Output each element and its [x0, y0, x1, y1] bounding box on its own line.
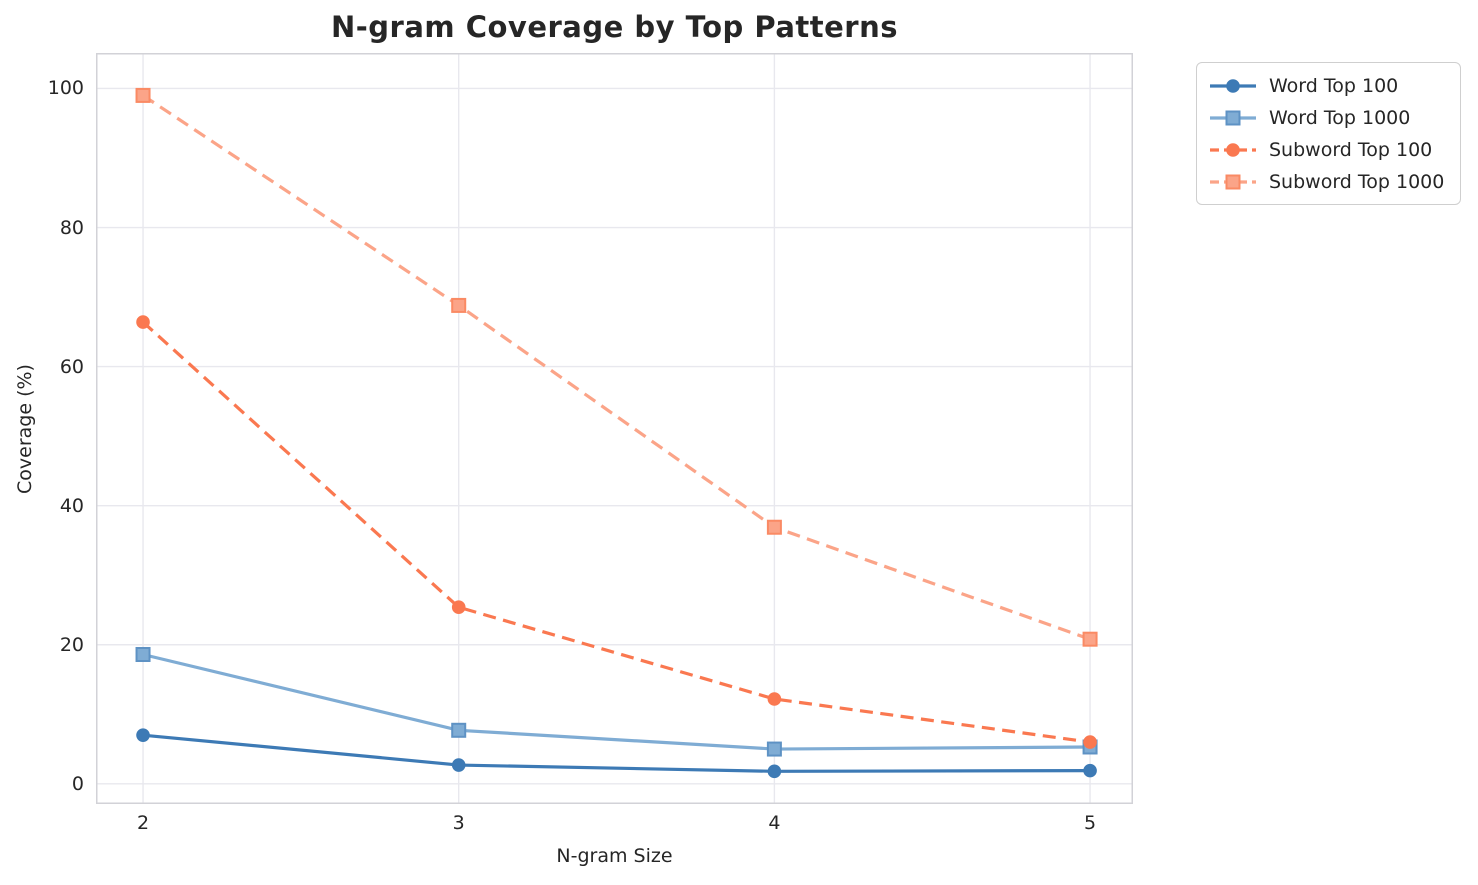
x-tick-label: 5 — [1084, 812, 1097, 834]
legend-label: Subword Top 100 — [1269, 138, 1433, 161]
legend: Word Top 100 Word Top 1000 Subword Top 100… — [1196, 62, 1462, 205]
data-point-marker — [136, 728, 150, 742]
legend-item-1: Word Top 1000 — [1209, 105, 1444, 130]
y-tick-label: 100 — [47, 77, 84, 100]
data-point-marker — [767, 764, 782, 779]
data-point-marker — [1083, 763, 1097, 778]
series-line-3 — [142, 94, 1091, 641]
data-point-marker — [451, 722, 467, 738]
x-tick-label: 4 — [768, 812, 781, 834]
series-line-1 — [142, 652, 1091, 751]
y-tick-label: 0 — [71, 772, 84, 795]
legend-line-sample — [1210, 174, 1256, 189]
data-point-marker — [1083, 735, 1097, 749]
data-point-marker — [451, 600, 466, 615]
data-point-marker — [135, 87, 151, 103]
y-tick-label: 60 — [59, 355, 84, 378]
legend-item-0: Word Top 100 — [1209, 73, 1444, 98]
series-line-2 — [141, 320, 1091, 744]
legend-label: Subword Top 1000 — [1269, 170, 1445, 193]
legend-label: Word Top 100 — [1269, 74, 1399, 97]
data-point-marker — [766, 519, 782, 535]
legend-line-sample — [1210, 142, 1256, 157]
y-axis-label: Coverage (%) — [14, 364, 36, 494]
legend-label: Word Top 1000 — [1269, 106, 1411, 129]
x-tick-label: 2 — [136, 812, 150, 834]
series-line-0 — [142, 733, 1091, 773]
x-axis-label: N-gram Size — [556, 845, 673, 867]
data-point-marker — [1082, 631, 1098, 647]
y-tick-label: 80 — [59, 216, 84, 239]
data-point-marker — [767, 692, 782, 706]
data-point-marker — [136, 315, 150, 329]
chart-title: N-gram Coverage by Top Patterns — [330, 10, 899, 44]
legend-item-3: Subword Top 1000 — [1209, 169, 1444, 194]
x-tick-label: 3 — [452, 812, 465, 834]
y-tick-label: 40 — [59, 494, 84, 517]
legend-item-2: Subword Top 100 — [1209, 137, 1444, 162]
legend-line-sample — [1210, 78, 1256, 93]
data-point-marker — [766, 741, 782, 757]
data-point-marker — [451, 297, 467, 313]
plot-area — [96, 53, 1133, 804]
data-point-marker — [451, 758, 466, 772]
plot-border — [96, 53, 1133, 804]
data-point-marker — [135, 646, 151, 662]
legend-line-sample — [1210, 110, 1256, 125]
y-tick-label: 20 — [59, 633, 84, 656]
